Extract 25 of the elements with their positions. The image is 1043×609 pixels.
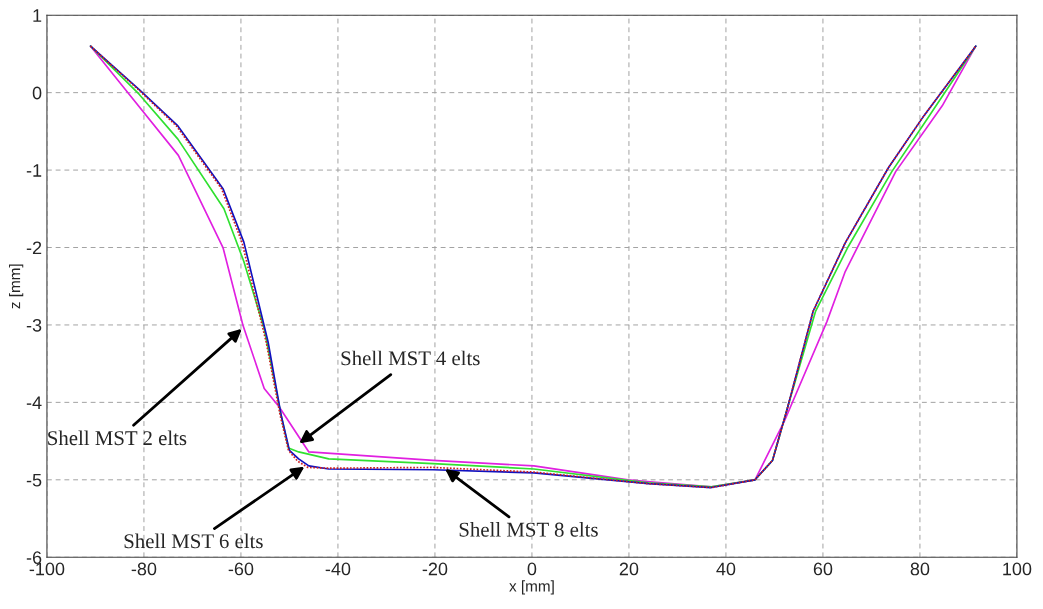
y-tick-label: -6	[26, 551, 42, 564]
y-tick-label: -1	[26, 164, 42, 177]
y-axis-title: z [mm]	[9, 264, 24, 309]
x-tick-label: 40	[716, 562, 736, 576]
y-tick-label: 0	[32, 86, 42, 100]
x-tick-label: 100	[1003, 562, 1032, 576]
y-tick-label: -5	[26, 473, 42, 487]
x-axis-title: x [mm]	[509, 580, 554, 595]
y-tick-label: 1	[33, 9, 42, 22]
x-tick-label: -80	[131, 562, 157, 576]
annotation: Shell MST 2 elts	[48, 430, 187, 446]
y-tick-label: -4	[26, 396, 42, 409]
x-tick-label: 60	[813, 562, 833, 576]
y-tick-label: -2	[26, 241, 42, 255]
x-tick-label: 20	[619, 562, 639, 576]
x-tick-label: -20	[422, 562, 448, 576]
x-tick-label: -100	[29, 562, 65, 576]
annotation: Shell MST 6 elts	[124, 533, 263, 549]
annotation: Shell MST 8 elts	[459, 522, 598, 537]
annotation: Shell MST 4 elts	[341, 350, 480, 366]
x-tick-label: -40	[325, 562, 351, 576]
x-tick-label: -60	[228, 562, 254, 576]
y-tick-label: -3	[26, 318, 42, 332]
x-tick-label: 80	[910, 562, 930, 576]
x-tick-label: 0	[527, 562, 537, 576]
